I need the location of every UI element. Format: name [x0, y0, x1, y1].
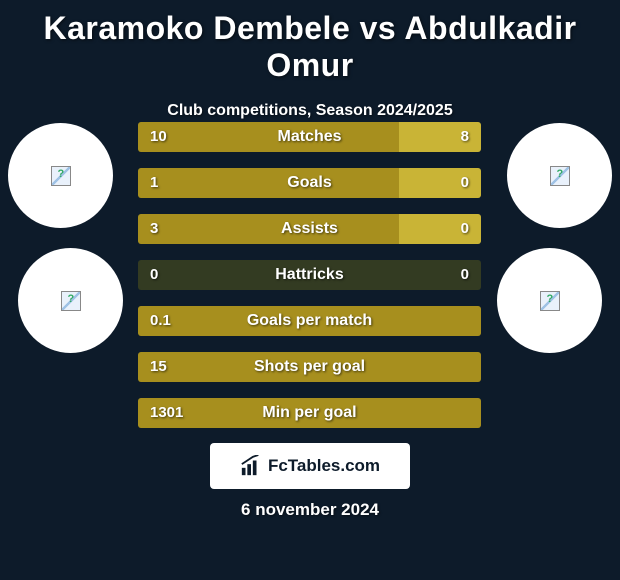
subtitle: Club competitions, Season 2024/2025	[0, 102, 620, 120]
stat-bar-left	[138, 122, 399, 152]
avatar-player2	[507, 123, 612, 228]
stat-row: 1 Goals 0	[138, 168, 481, 198]
stat-value-left: 10	[150, 122, 167, 152]
stat-value-right: 0	[461, 260, 469, 290]
stat-row: 15 Shots per goal	[138, 352, 481, 382]
stat-value-left: 15	[150, 352, 167, 382]
footer-date: 6 november 2024	[0, 500, 620, 520]
image-placeholder-icon	[61, 291, 81, 311]
stat-value-left: 1	[150, 168, 158, 198]
stat-value-left: 1301	[150, 398, 183, 428]
stat-bar-left	[138, 352, 481, 382]
stat-value-left: 0	[150, 260, 158, 290]
image-placeholder-icon	[51, 166, 71, 186]
stat-bar-left	[138, 306, 481, 336]
image-placeholder-icon	[550, 166, 570, 186]
stat-value-right: 0	[461, 168, 469, 198]
brand-text: FcTables.com	[268, 456, 380, 476]
stat-row: 0 Hattricks 0	[138, 260, 481, 290]
image-placeholder-icon	[540, 291, 560, 311]
avatar-player1	[8, 123, 113, 228]
avatar-club-player1	[18, 248, 123, 353]
page-title: Karamoko Dembele vs Abdulkadir Omur	[0, 0, 620, 84]
stat-label: Hattricks	[138, 260, 481, 290]
chart-icon	[240, 455, 262, 477]
brand-box: FcTables.com	[210, 443, 410, 489]
stat-value-left: 0.1	[150, 306, 171, 336]
stat-row: 3 Assists 0	[138, 214, 481, 244]
stat-row: 10 Matches 8	[138, 122, 481, 152]
stat-bar-left	[138, 398, 481, 428]
stat-value-right: 8	[461, 122, 469, 152]
stat-value-left: 3	[150, 214, 158, 244]
stat-bar-left	[138, 168, 399, 198]
comparison-bars: 10 Matches 8 1 Goals 0 3 Assists 0 0 Hat…	[138, 122, 481, 444]
stat-bar-left	[138, 214, 399, 244]
stat-row: 0.1 Goals per match	[138, 306, 481, 336]
stat-value-right: 0	[461, 214, 469, 244]
stat-row: 1301 Min per goal	[138, 398, 481, 428]
avatar-club-player2	[497, 248, 602, 353]
